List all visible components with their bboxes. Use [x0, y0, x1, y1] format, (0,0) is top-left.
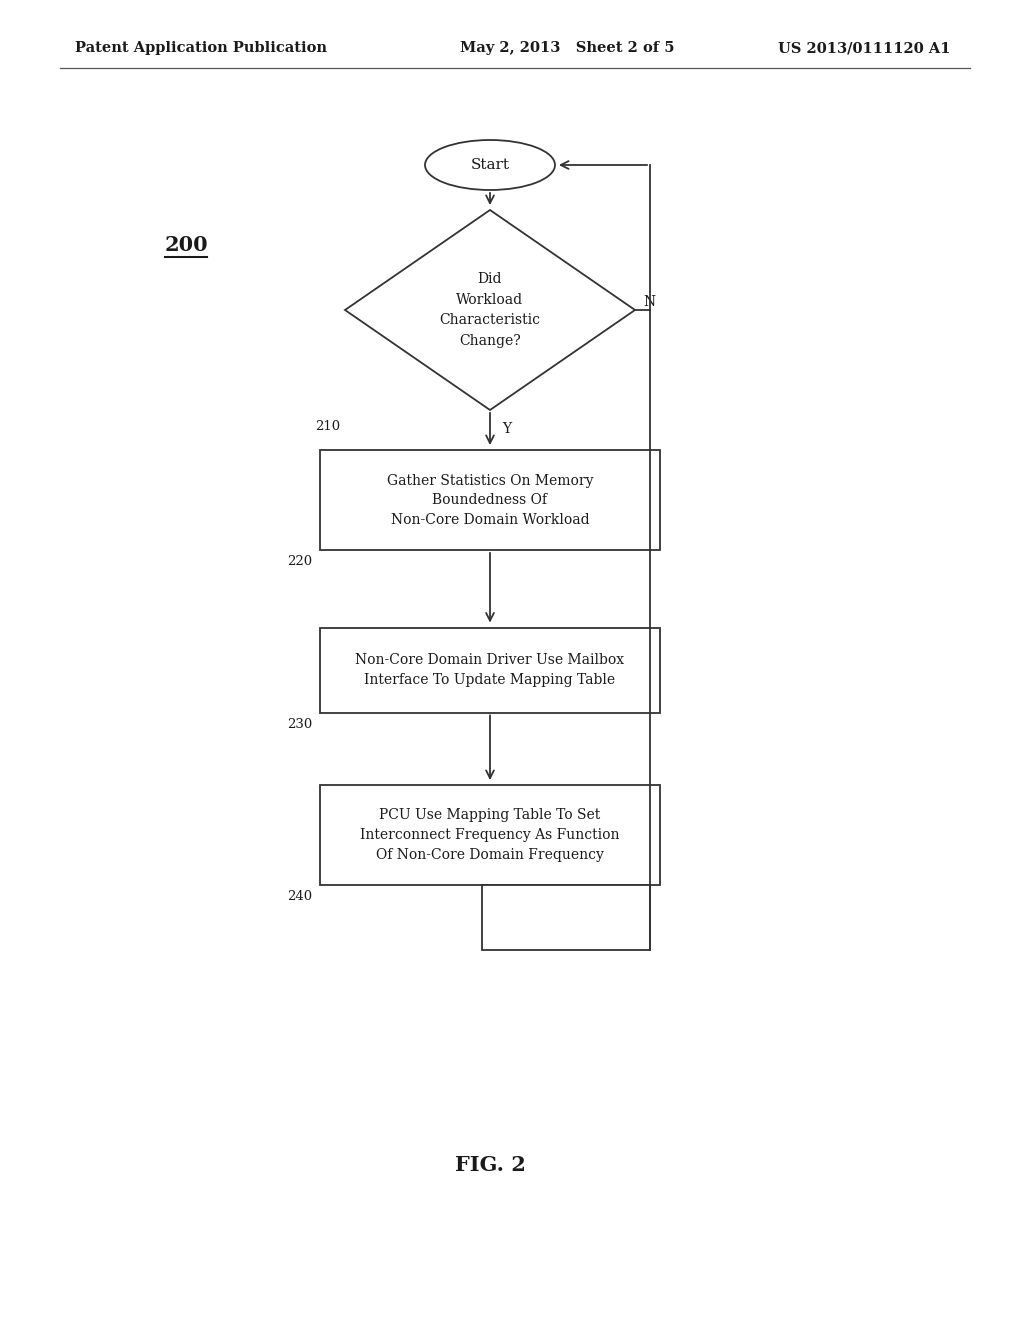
- Text: 200: 200: [165, 235, 209, 255]
- Text: Gather Statistics On Memory
Boundedness Of
Non-Core Domain Workload: Gather Statistics On Memory Boundedness …: [387, 474, 593, 527]
- Text: Non-Core Domain Driver Use Mailbox
Interface To Update Mapping Table: Non-Core Domain Driver Use Mailbox Inter…: [355, 653, 625, 686]
- Bar: [319, 627, 660, 713]
- Bar: [482, 884, 650, 950]
- Text: May 2, 2013   Sheet 2 of 5: May 2, 2013 Sheet 2 of 5: [460, 41, 675, 55]
- Text: Start: Start: [470, 158, 510, 172]
- Text: Y: Y: [502, 422, 511, 436]
- Text: 240: 240: [287, 890, 312, 903]
- Text: Did
Workload
Characteristic
Change?: Did Workload Characteristic Change?: [439, 272, 541, 348]
- Bar: [319, 785, 660, 884]
- Text: N: N: [643, 294, 655, 309]
- Text: 220: 220: [287, 554, 312, 568]
- Polygon shape: [345, 210, 635, 411]
- Text: 210: 210: [314, 420, 340, 433]
- Bar: [319, 450, 660, 550]
- Text: US 2013/0111120 A1: US 2013/0111120 A1: [777, 41, 950, 55]
- Text: 230: 230: [287, 718, 312, 730]
- Text: FIG. 2: FIG. 2: [455, 1155, 525, 1175]
- Text: PCU Use Mapping Table To Set
Interconnect Frequency As Function
Of Non-Core Doma: PCU Use Mapping Table To Set Interconnec…: [360, 808, 620, 862]
- Text: Patent Application Publication: Patent Application Publication: [75, 41, 327, 55]
